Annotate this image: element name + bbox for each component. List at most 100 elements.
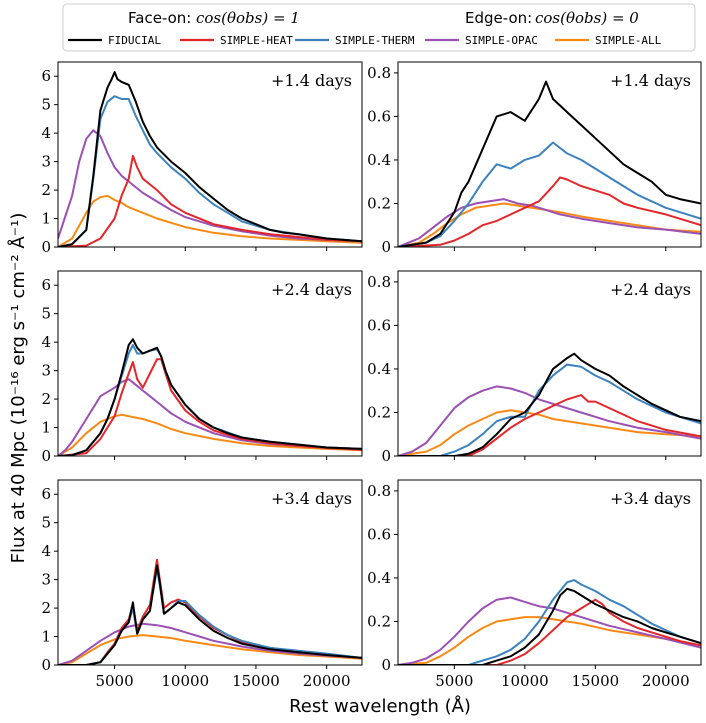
y-tick-label: 0.8 [367, 273, 391, 291]
series-face-1.4-simple-all [58, 194, 362, 247]
legend-label-simple-all: SIMPLE-ALL [595, 34, 662, 47]
y-tick-label: 1 [41, 210, 51, 228]
series-face-3.4-simple-opac [58, 622, 362, 665]
x-tick-label: 20000 [642, 672, 690, 690]
series-edge-3.4-simple-opac [398, 596, 701, 665]
epoch-label: +2.4 days [271, 280, 352, 299]
epoch-label: +2.4 days [610, 280, 691, 299]
panel-face-2.4: 0 1 2 3 4 5 6 +2.4 days [41, 270, 363, 465]
panel-edge-2.4: 0 0.2 0.4 0.6 0.8 +2.4 days [367, 270, 702, 465]
legend-face-on-condition: cos(θobs) = 1 [196, 9, 300, 27]
x-tick-label: 10000 [501, 672, 549, 690]
y-tick-label: 0.6 [367, 316, 391, 334]
legend-edge-on-title: Edge-on: [465, 9, 532, 27]
epoch-label: +3.4 days [271, 489, 352, 508]
series-face-3.4-simple-all [58, 634, 362, 665]
panel-frame [57, 61, 363, 248]
series-edge-2.4-simple-heat [398, 394, 701, 456]
series-face-3.4-simple-therm [58, 567, 362, 665]
panel-frame [397, 270, 702, 457]
y-tick-label: 4 [41, 333, 51, 351]
series-face-1.4-fiducial [58, 71, 362, 247]
series-edge-3.4-simple-all [398, 616, 701, 665]
series-edge-3.4-simple-therm [398, 579, 701, 665]
series-edge-1.4-fiducial [398, 80, 701, 247]
series-edge-1.4-simple-all [398, 202, 701, 247]
y-tick-label: 2 [41, 181, 51, 199]
y-tick-label: 0 [41, 447, 51, 465]
y-tick-label: 6 [41, 67, 51, 85]
y-tick-label: 0.4 [367, 151, 391, 169]
series-face-1.4-simple-heat [58, 154, 362, 247]
epoch-label: +1.4 days [271, 71, 352, 90]
legend-frame [62, 3, 696, 52]
x-tick-label: 5000 [435, 672, 473, 690]
y-tick-label: 3 [41, 153, 51, 171]
y-tick-label: 0 [41, 238, 51, 256]
series-edge-1.4-simple-opac [398, 198, 701, 247]
panel-frame [397, 61, 702, 248]
series-edge-2.4-simple-all [398, 409, 701, 456]
panel-face-1.4: 0 1 2 3 4 5 6 +1.4 days [41, 61, 363, 256]
y-tick-label: 4 [41, 124, 51, 142]
y-tick-label: 2 [41, 599, 51, 617]
series-edge-1.4-simple-heat [398, 176, 701, 247]
series-face-2.4-simple-all [58, 413, 362, 456]
series-edge-2.4-simple-opac [398, 385, 701, 456]
y-tick-label: 3 [41, 362, 51, 380]
x-tick-label: 10000 [161, 672, 209, 690]
panel-frame [57, 270, 363, 457]
panel-edge-3.4: 0 0.2 0.4 0.6 0.8 5000 10000 15000 20000 +3.4 day… [367, 479, 702, 690]
y-tick-label: 5 [41, 514, 51, 532]
panel-frame [397, 479, 702, 666]
panel-face-3.4: 0 1 2 3 4 5 6 5000 10000 15000 20000 +3.4 days [41, 479, 363, 690]
series-edge-3.4-simple-heat [398, 598, 701, 665]
legend-label-simple-therm: SIMPLE-THERM [335, 34, 415, 47]
panel-edge-1.4: 0 0.2 0.4 0.6 0.8 +1.4 days [367, 61, 702, 256]
y-tick-label: 0.4 [367, 360, 391, 378]
y-tick-label: 0.4 [367, 569, 391, 587]
y-tick-label: 0 [381, 656, 391, 674]
y-tick-label: 5 [41, 96, 51, 114]
y-tick-label: 6 [41, 485, 51, 503]
epoch-label: +1.4 days [610, 71, 691, 90]
y-tick-label: 0 [381, 238, 391, 256]
y-tick-label: 0.6 [367, 107, 391, 125]
series-edge-1.4-simple-therm [398, 141, 701, 247]
legend-label-simple-heat: SIMPLE-HEAT [220, 34, 293, 47]
legend-edge-on-condition: cos(θobs) = 0 [535, 9, 639, 27]
y-tick-label: 0.2 [367, 194, 391, 212]
series-face-3.4-simple-heat [58, 558, 362, 665]
series-face-2.4-simple-heat [58, 358, 362, 456]
series-face-3.4-fiducial [58, 564, 362, 665]
y-tick-label: 4 [41, 542, 51, 560]
y-axis-label: Flux at 40 Mpc (10⁻¹⁶ erg s⁻¹ cm⁻² Å⁻¹) [7, 213, 29, 564]
y-tick-label: 0 [41, 656, 51, 674]
legend: Face-on: cos(θobs) = 1 Edge-on: cos(θobs… [62, 3, 696, 52]
panel-frame [57, 479, 363, 666]
x-tick-label: 15000 [232, 672, 280, 690]
series-face-2.4-fiducial [58, 338, 362, 456]
y-tick-label: 5 [41, 305, 51, 323]
y-tick-label: 0.6 [367, 525, 391, 543]
legend-face-on-title: Face-on: [128, 9, 191, 27]
x-tick-label: 5000 [95, 672, 133, 690]
y-tick-label: 0.2 [367, 403, 391, 421]
legend-label-fiducial: FIDUCIAL [108, 34, 161, 47]
x-axis-label: Rest wavelength (Å) [289, 695, 471, 717]
y-tick-label: 0.2 [367, 612, 391, 630]
y-tick-label: 0.8 [367, 64, 391, 82]
y-tick-label: 0.8 [367, 482, 391, 500]
epoch-label: +3.4 days [610, 489, 691, 508]
y-tick-label: 1 [41, 628, 51, 646]
y-tick-label: 1 [41, 419, 51, 437]
series-face-1.4-simple-opac [58, 129, 362, 243]
series-face-2.4-simple-therm [58, 344, 362, 456]
y-tick-label: 6 [41, 276, 51, 294]
y-tick-label: 0 [381, 447, 391, 465]
series-edge-2.4-fiducial [398, 352, 701, 456]
legend-label-simple-opac: SIMPLE-OPAC [465, 34, 538, 47]
series-edge-3.4-fiducial [398, 587, 701, 665]
series-face-2.4-simple-opac [58, 378, 362, 456]
